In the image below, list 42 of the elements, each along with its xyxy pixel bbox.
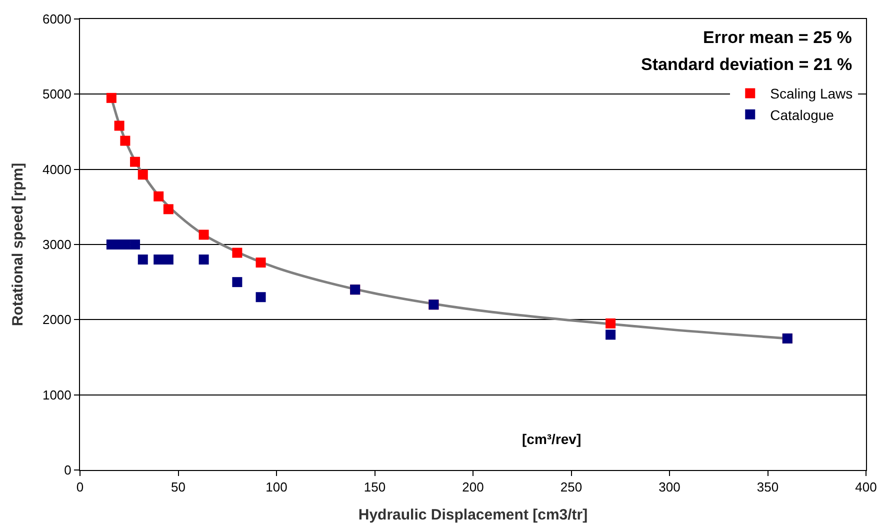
point xyxy=(163,254,174,265)
annotation: [cm³/rev] xyxy=(522,431,582,447)
point xyxy=(198,254,209,265)
point xyxy=(198,230,209,240)
annotation: Standard deviation = 21 % xyxy=(641,55,852,74)
point xyxy=(138,254,148,265)
point xyxy=(138,170,148,180)
x-tick-label: 100 xyxy=(266,480,288,495)
y-axis-title: Rotational speed [rpm] xyxy=(10,162,27,326)
point xyxy=(163,204,174,214)
point xyxy=(114,120,124,131)
x-axis-title: Hydraulic Displacement [cm3/tr] xyxy=(358,506,588,524)
x-tick-label: 150 xyxy=(364,480,386,495)
x-tick-label: 50 xyxy=(171,480,186,495)
x-tick-label: 300 xyxy=(658,480,680,495)
annotation: Error mean = 25 % xyxy=(703,28,852,47)
x-tick-label: 250 xyxy=(560,480,582,495)
y-tick-label: 1000 xyxy=(42,387,72,402)
point xyxy=(256,258,266,268)
x-tick-label: 200 xyxy=(462,480,484,495)
point xyxy=(606,330,616,340)
y-tick-label: 2000 xyxy=(42,312,72,328)
point xyxy=(130,240,140,250)
point xyxy=(606,318,616,328)
x-tick-label: 350 xyxy=(756,480,779,495)
point xyxy=(154,254,164,265)
y-tick-label: 6000 xyxy=(42,12,72,27)
y-tick-label: 4000 xyxy=(42,162,72,177)
point xyxy=(130,156,140,167)
legend-label: Scaling Laws xyxy=(770,86,853,102)
y-tick-label: 0 xyxy=(64,462,72,478)
legend-label: Catalogue xyxy=(770,106,834,123)
point xyxy=(232,248,242,258)
point xyxy=(232,277,242,288)
x-tick-label: 0 xyxy=(76,480,84,495)
y-tick-label: 3000 xyxy=(42,237,72,252)
point xyxy=(120,136,130,146)
y-tick-label: 5000 xyxy=(42,86,72,102)
point xyxy=(106,92,116,103)
point xyxy=(256,292,266,302)
point xyxy=(154,191,164,202)
x-tick-label: 400 xyxy=(855,480,877,495)
